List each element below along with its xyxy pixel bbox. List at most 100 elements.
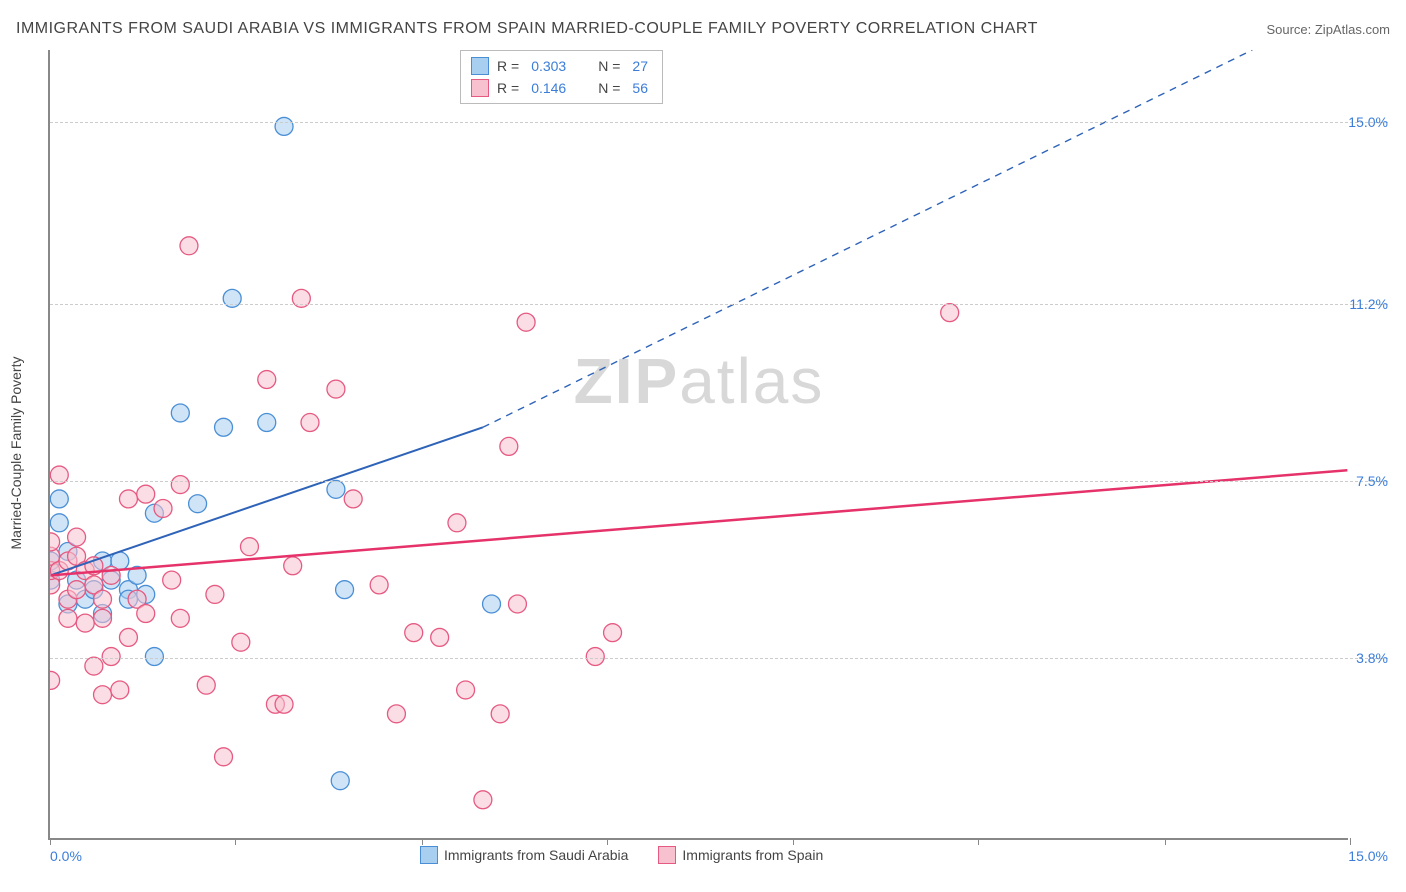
scatter-point [102, 566, 120, 584]
y-tick-label: 11.2% [1343, 296, 1388, 312]
scatter-point [85, 576, 103, 594]
scatter-point [586, 648, 604, 666]
x-tick [978, 838, 979, 845]
scatter-point [180, 237, 198, 255]
scatter-point [275, 695, 293, 713]
plot-area: ZIPatlas R = 0.303 N = 27 R = 0.146 N = … [48, 50, 1348, 840]
x-tick [1350, 838, 1351, 845]
scatter-point [327, 380, 345, 398]
scatter-point [50, 533, 60, 551]
series-name-1: Immigrants from Spain [682, 847, 823, 863]
scatter-point [431, 628, 449, 646]
scatter-point [370, 576, 388, 594]
series-swatch-0 [420, 846, 438, 864]
scatter-point [94, 609, 112, 627]
scatter-point [94, 686, 112, 704]
scatter-point [85, 581, 103, 599]
scatter-point [50, 671, 60, 689]
scatter-point [137, 485, 155, 503]
scatter-point [50, 562, 68, 580]
scatter-point [50, 562, 60, 580]
series-legend: Immigrants from Saudi Arabia Immigrants … [420, 846, 823, 864]
x-tick-label-left: 0.0% [50, 848, 82, 864]
scatter-point [517, 313, 535, 331]
scatter-point [171, 476, 189, 494]
scatter-point [344, 490, 362, 508]
n-value-1: 56 [628, 80, 652, 96]
r-label-1: R = [497, 80, 519, 96]
scatter-point [215, 418, 233, 436]
y-tick-label: 3.8% [1350, 650, 1388, 666]
scatter-point [94, 605, 112, 623]
x-tick [1165, 838, 1166, 845]
scatter-point [137, 585, 155, 603]
x-tick [50, 838, 51, 845]
series-legend-item-0: Immigrants from Saudi Arabia [420, 846, 628, 864]
watermark: ZIPatlas [574, 344, 825, 418]
scatter-point [266, 695, 284, 713]
scatter-point [111, 552, 129, 570]
scatter-point [215, 748, 233, 766]
scatter-point [94, 590, 112, 608]
scatter-point [405, 624, 423, 642]
trend-line [51, 470, 1348, 575]
scatter-point [163, 571, 181, 589]
scatter-point [240, 538, 258, 556]
scatter-point [76, 614, 94, 632]
scatter-point [508, 595, 526, 613]
scatter-point [102, 571, 120, 589]
scatter-point [50, 547, 60, 565]
scatter-point [76, 590, 94, 608]
scatter-point [171, 609, 189, 627]
scatter-point [189, 495, 207, 513]
scatter-point [94, 552, 112, 570]
scatter-point [457, 681, 475, 699]
r-value-0: 0.303 [527, 58, 570, 74]
scatter-point [206, 585, 224, 603]
scatter-point [331, 772, 349, 790]
scatter-point [128, 590, 146, 608]
scatter-point [258, 371, 276, 389]
y-axis-label: Married-Couple Family Poverty [8, 357, 24, 550]
scatter-point [119, 590, 137, 608]
scatter-point [500, 437, 518, 455]
x-tick-label-right: 15.0% [1348, 848, 1388, 864]
scatter-point [284, 557, 302, 575]
stats-legend-row-1: R = 0.146 N = 56 [471, 77, 652, 99]
scatter-point [68, 528, 86, 546]
x-tick [235, 838, 236, 845]
watermark-bold: ZIP [574, 345, 680, 417]
x-tick [607, 838, 608, 845]
scatter-point [336, 581, 354, 599]
r-label-0: R = [497, 58, 519, 74]
scatter-point [59, 552, 77, 570]
scatter-point [258, 414, 276, 432]
legend-swatch-1 [471, 79, 489, 97]
series-legend-item-1: Immigrants from Spain [658, 846, 823, 864]
scatter-point [111, 681, 129, 699]
scatter-point [197, 676, 215, 694]
stats-legend-row-0: R = 0.303 N = 27 [471, 55, 652, 77]
scatter-point [85, 557, 103, 575]
scatter-point [387, 705, 405, 723]
chart-container: Married-Couple Family Poverty ZIPatlas R… [48, 50, 1388, 840]
gridline-h [50, 304, 1388, 305]
watermark-light: atlas [679, 345, 824, 417]
scatter-point [76, 562, 94, 580]
scatter-point [50, 514, 68, 532]
n-label-1: N = [598, 80, 620, 96]
trend-line-extension [483, 50, 1252, 427]
scatter-point [102, 648, 120, 666]
scatter-point [327, 480, 345, 498]
scatter-point [301, 414, 319, 432]
n-label-0: N = [598, 58, 620, 74]
x-tick [422, 838, 423, 845]
source-label: Source: ZipAtlas.com [1266, 22, 1390, 37]
scatter-point [483, 595, 501, 613]
legend-swatch-0 [471, 57, 489, 75]
scatter-point [275, 117, 293, 135]
x-tick [793, 838, 794, 845]
n-value-0: 27 [628, 58, 652, 74]
scatter-point [119, 628, 137, 646]
scatter-point [119, 490, 137, 508]
